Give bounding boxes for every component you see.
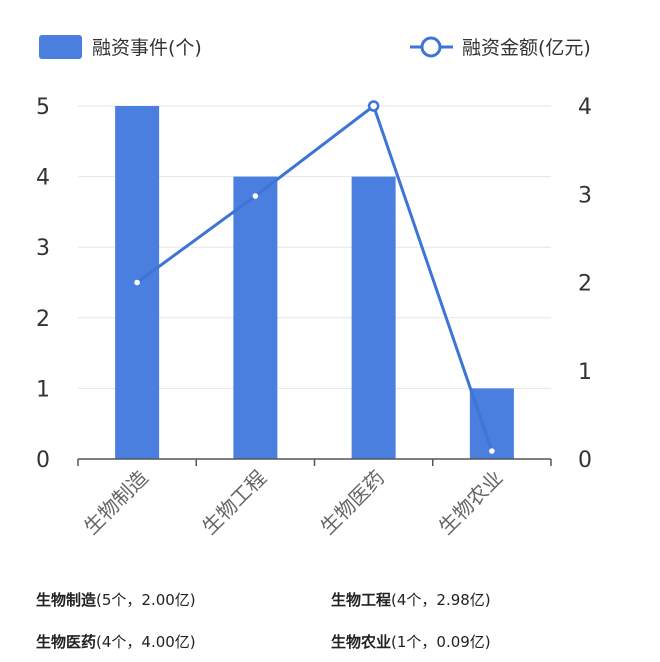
y-right-tick-label: 1 bbox=[578, 360, 592, 385]
summary-detail: (4个，4.00亿) bbox=[96, 633, 196, 651]
summary-name: 生物农业 bbox=[331, 633, 391, 651]
series-line bbox=[137, 106, 492, 451]
y-right-tick-label: 2 bbox=[578, 272, 592, 297]
summary: 生物制造(5个，2.00亿) 生物工程(4个，2.98亿) 生物医药(4个，4.… bbox=[36, 578, 636, 662]
y-left-tick-label: 3 bbox=[36, 236, 50, 261]
summary-name: 生物制造 bbox=[36, 591, 96, 609]
y-right-tick-label: 4 bbox=[578, 95, 592, 120]
bars bbox=[115, 106, 514, 459]
line-series bbox=[134, 102, 494, 454]
x-tick-label: 生物医药 bbox=[316, 466, 390, 540]
x-ticks: 生物制造 生物工程 生物医药 生物农业 bbox=[79, 466, 507, 540]
summary-item: 生物医药(4个，4.00亿) bbox=[36, 631, 331, 652]
bar bbox=[233, 177, 277, 459]
x-tick-label: 生物工程 bbox=[197, 466, 271, 540]
summary-detail: (5个，2.00亿) bbox=[96, 591, 196, 609]
summary-item: 生物工程(4个，2.98亿) bbox=[331, 589, 626, 610]
summary-detail: (1个，0.09亿) bbox=[391, 633, 491, 651]
summary-item: 生物农业(1个，0.09亿) bbox=[331, 631, 626, 652]
x-tick-label: 生物制造 bbox=[79, 466, 153, 540]
legend-line-marker bbox=[422, 38, 440, 56]
line-point bbox=[369, 102, 378, 111]
axes bbox=[78, 459, 551, 466]
line-point bbox=[489, 448, 495, 454]
line-point bbox=[253, 193, 259, 199]
y-right-tick-label: 3 bbox=[578, 183, 592, 208]
y-left-tick-label: 4 bbox=[36, 166, 50, 191]
legend: 融资事件(个) 融资金额(亿元) bbox=[39, 35, 591, 59]
y-left-tick-label: 2 bbox=[36, 307, 50, 332]
y-left-tick-label: 0 bbox=[36, 448, 50, 473]
summary-detail: (4个，2.98亿) bbox=[391, 591, 491, 609]
y-left-ticks: 0 1 2 3 4 5 bbox=[36, 95, 50, 473]
y-right-ticks: 0 1 2 3 4 bbox=[578, 95, 592, 473]
y-left-tick-label: 1 bbox=[36, 377, 50, 402]
summary-name: 生物医药 bbox=[36, 633, 96, 651]
summary-row: 生物医药(4个，4.00亿) 生物农业(1个，0.09亿) bbox=[36, 620, 636, 662]
y-right-tick-label: 0 bbox=[578, 448, 592, 473]
legend-bar-label: 融资事件(个) bbox=[92, 37, 202, 59]
summary-name: 生物工程 bbox=[331, 591, 391, 609]
line-point bbox=[134, 280, 140, 286]
bar bbox=[352, 177, 396, 459]
summary-item: 生物制造(5个，2.00亿) bbox=[36, 589, 331, 610]
y-left-tick-label: 5 bbox=[36, 95, 50, 120]
legend-bar-swatch bbox=[39, 35, 82, 59]
x-tick-label: 生物农业 bbox=[434, 466, 508, 540]
legend-line-label: 融资金额(亿元) bbox=[462, 37, 591, 59]
summary-row: 生物制造(5个，2.00亿) 生物工程(4个，2.98亿) bbox=[36, 578, 636, 620]
